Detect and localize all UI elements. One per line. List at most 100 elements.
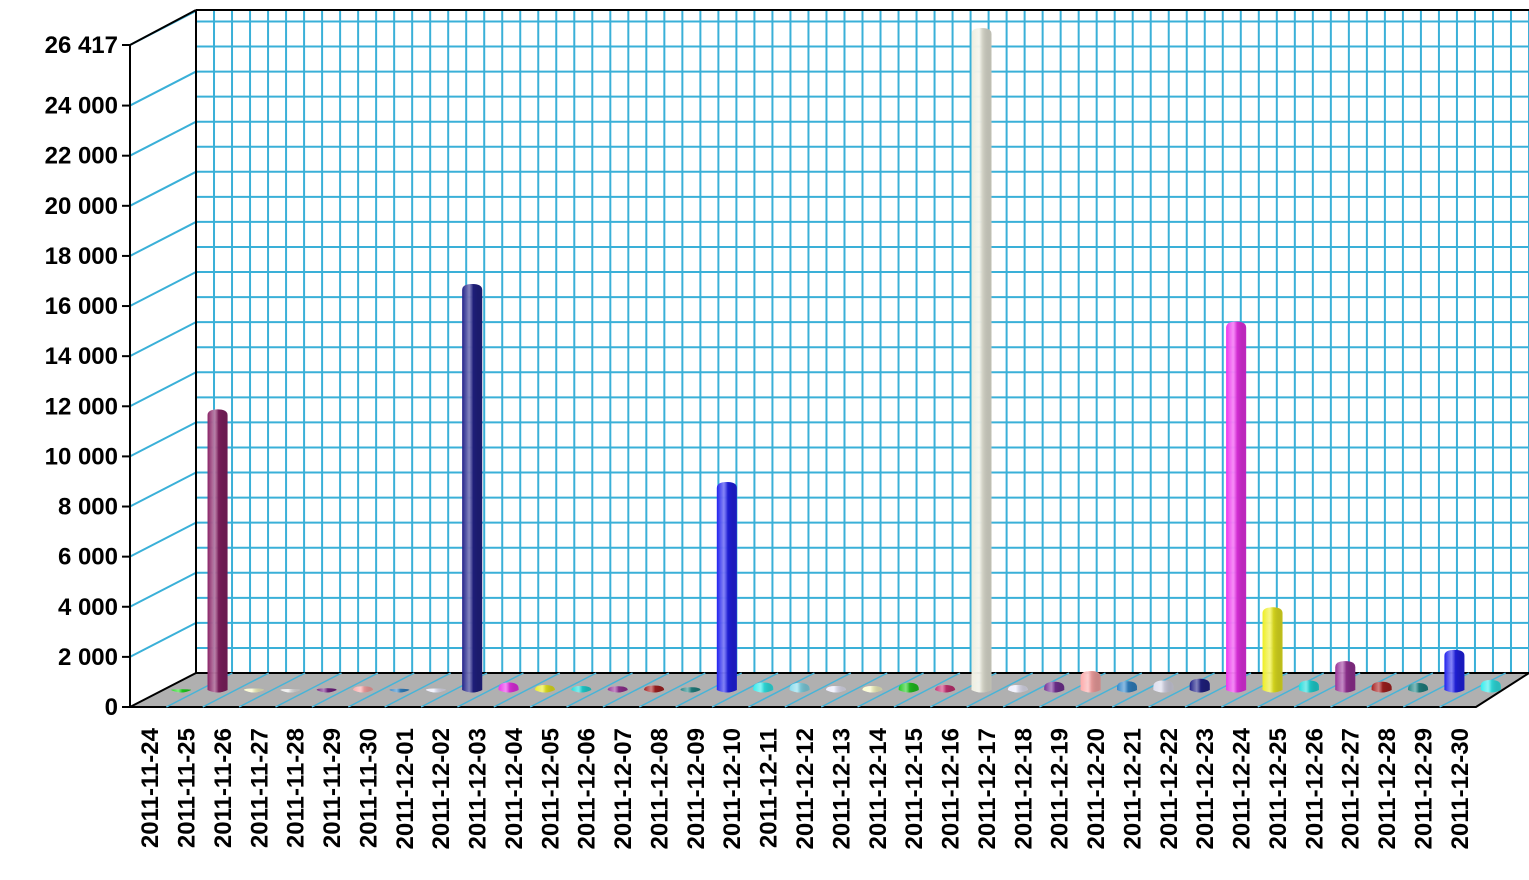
bar-shade bbox=[1044, 681, 1065, 693]
bar bbox=[935, 684, 956, 693]
floor-grid-line bbox=[1111, 672, 1179, 708]
bar-shade bbox=[1298, 680, 1319, 693]
bar bbox=[1226, 321, 1247, 693]
x-tick-label: 2011-11-25 bbox=[174, 728, 201, 848]
x-tick-label: 2011-12-05 bbox=[537, 728, 564, 849]
bar-shade bbox=[1080, 670, 1101, 693]
x-tick-label: 2011-12-29 bbox=[1410, 728, 1437, 849]
x-tick-label: 2011-12-07 bbox=[610, 728, 637, 849]
y-tick-label: 16 000 bbox=[45, 293, 118, 320]
grid-line-side bbox=[129, 571, 197, 608]
bar-shade bbox=[1189, 678, 1210, 693]
bar bbox=[571, 685, 592, 693]
bar-shade bbox=[534, 684, 555, 693]
x-tick-label: 2011-11-26 bbox=[210, 728, 237, 848]
floor-grid-line bbox=[384, 672, 451, 708]
x-tick-label: 2011-12-17 bbox=[974, 728, 1001, 849]
bar bbox=[607, 686, 628, 693]
grid-line-side bbox=[129, 471, 197, 508]
bar bbox=[1117, 681, 1138, 693]
x-tick-label: 2011-11-30 bbox=[355, 728, 382, 848]
bar bbox=[1153, 680, 1174, 693]
floor-grid-line bbox=[275, 672, 342, 708]
y-tick-label: 24 000 bbox=[45, 93, 118, 120]
x-tick-label: 2011-12-27 bbox=[1338, 728, 1365, 849]
bar-shade bbox=[1117, 681, 1138, 693]
bar bbox=[316, 688, 337, 693]
x-tick-label: 2011-12-23 bbox=[1192, 728, 1219, 849]
grid-line-side bbox=[129, 170, 197, 207]
bar-shade bbox=[171, 689, 192, 693]
bar-shade bbox=[243, 688, 264, 693]
x-tick-label: 2011-12-13 bbox=[828, 728, 855, 849]
x-tick-label: 2011-11-27 bbox=[246, 728, 273, 848]
bar bbox=[862, 685, 883, 693]
floor-grid-line bbox=[1075, 672, 1143, 708]
y-tick-label: 0 bbox=[105, 694, 118, 721]
bar bbox=[1371, 681, 1392, 693]
side-wall-top-edge bbox=[129, 9, 197, 46]
bar-shade bbox=[607, 686, 628, 693]
x-tick-label: 2011-12-11 bbox=[756, 728, 783, 848]
bar-shade bbox=[1262, 607, 1283, 693]
bar bbox=[1444, 649, 1465, 693]
bar bbox=[353, 686, 374, 693]
x-tick-label: 2011-12-03 bbox=[465, 728, 492, 849]
bar-shade bbox=[716, 482, 737, 693]
bar bbox=[1335, 661, 1356, 693]
grid-line-side bbox=[129, 621, 197, 658]
x-tick-label: 2011-12-18 bbox=[1010, 728, 1037, 849]
bar bbox=[1298, 680, 1319, 693]
bar bbox=[971, 28, 992, 693]
grid-lines bbox=[129, 9, 1529, 673]
y-tick-label: 8 000 bbox=[58, 494, 118, 521]
y-tick-label: 22 000 bbox=[45, 143, 118, 170]
x-tick-label: 2011-12-01 bbox=[392, 728, 419, 849]
bar-shade bbox=[1480, 679, 1501, 693]
floor-grid-line bbox=[457, 672, 524, 708]
bar-shade bbox=[1007, 684, 1028, 693]
x-tick-label: 2011-12-12 bbox=[792, 728, 819, 849]
bar bbox=[789, 682, 810, 693]
x-tick-label: 2011-12-30 bbox=[1447, 728, 1474, 849]
bar bbox=[243, 688, 264, 693]
floor-grid-line bbox=[566, 672, 633, 708]
bar-shade bbox=[971, 28, 992, 693]
x-tick-label: 2011-12-20 bbox=[1083, 728, 1110, 849]
bar-shade bbox=[389, 688, 410, 693]
bar-shade bbox=[753, 682, 774, 693]
bar bbox=[425, 688, 446, 693]
floor-grid-line bbox=[202, 672, 270, 708]
bar-shade bbox=[1444, 649, 1465, 693]
grid-line-side bbox=[129, 221, 197, 257]
x-tick-label: 2011-12-06 bbox=[574, 728, 601, 849]
floor-grid-line bbox=[1439, 672, 1506, 708]
x-tick-label: 2011-11-29 bbox=[319, 728, 346, 848]
bar-shade bbox=[571, 685, 592, 693]
x-tick-label: 2011-12-16 bbox=[938, 728, 965, 849]
bar bbox=[644, 685, 665, 693]
y-tick-label: 12 000 bbox=[45, 393, 118, 420]
y-tick-label: 14 000 bbox=[45, 343, 118, 370]
bar-shade bbox=[462, 284, 483, 693]
bar bbox=[1189, 678, 1210, 693]
floor-grid-line bbox=[820, 672, 888, 708]
floor-grid-line bbox=[748, 672, 815, 708]
grid-line-side bbox=[129, 371, 197, 408]
x-tick-label: 2011-11-24 bbox=[137, 727, 164, 848]
floor-grid-line bbox=[347, 672, 415, 708]
bar bbox=[498, 682, 519, 693]
x-tick-label: 2011-11-28 bbox=[283, 728, 310, 848]
x-tick-label: 2011-12-09 bbox=[683, 728, 710, 849]
bar bbox=[207, 409, 228, 693]
bar bbox=[1480, 679, 1501, 693]
x-tick-label: 2011-12-08 bbox=[646, 728, 673, 849]
x-tick-label: 2011-12-21 bbox=[1119, 728, 1146, 849]
bar-shade bbox=[789, 682, 810, 693]
floor-grid-line bbox=[1002, 672, 1070, 708]
bar bbox=[389, 688, 410, 693]
floor-grid-line bbox=[1330, 672, 1397, 708]
y-axis: 0 2 000 4 000 6 000 8 000 10 000 12 000 14 000 1… bbox=[45, 32, 131, 721]
bar-shade bbox=[207, 409, 228, 693]
